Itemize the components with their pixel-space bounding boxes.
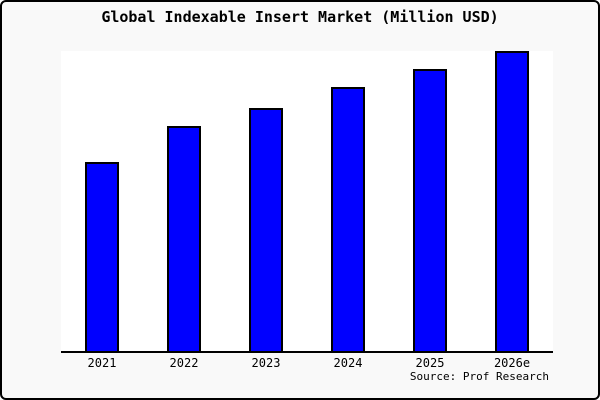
chart-title: Global Indexable Insert Market (Million … — [101, 8, 499, 26]
x-tick-label-2025: 2025 — [415, 356, 445, 370]
x-axis-tick-labels: 2021 2022 2023 2024 2025 2026e — [61, 356, 553, 370]
bar-2022 — [167, 126, 201, 351]
bar-2023 — [249, 108, 283, 351]
bar-2021 — [85, 162, 119, 351]
x-tick-label-2021: 2021 — [87, 356, 117, 370]
source-credit: Source: Prof Research — [409, 370, 549, 383]
bar-2025 — [413, 69, 447, 351]
bar-2026e — [495, 51, 529, 351]
x-tick-label-2022: 2022 — [169, 356, 199, 370]
x-tick-label-2026e: 2026e — [493, 356, 531, 370]
plot-area — [61, 51, 553, 353]
x-tick-label-2023: 2023 — [251, 356, 281, 370]
bar-2024 — [331, 87, 365, 351]
x-tick-label-2024: 2024 — [333, 356, 363, 370]
